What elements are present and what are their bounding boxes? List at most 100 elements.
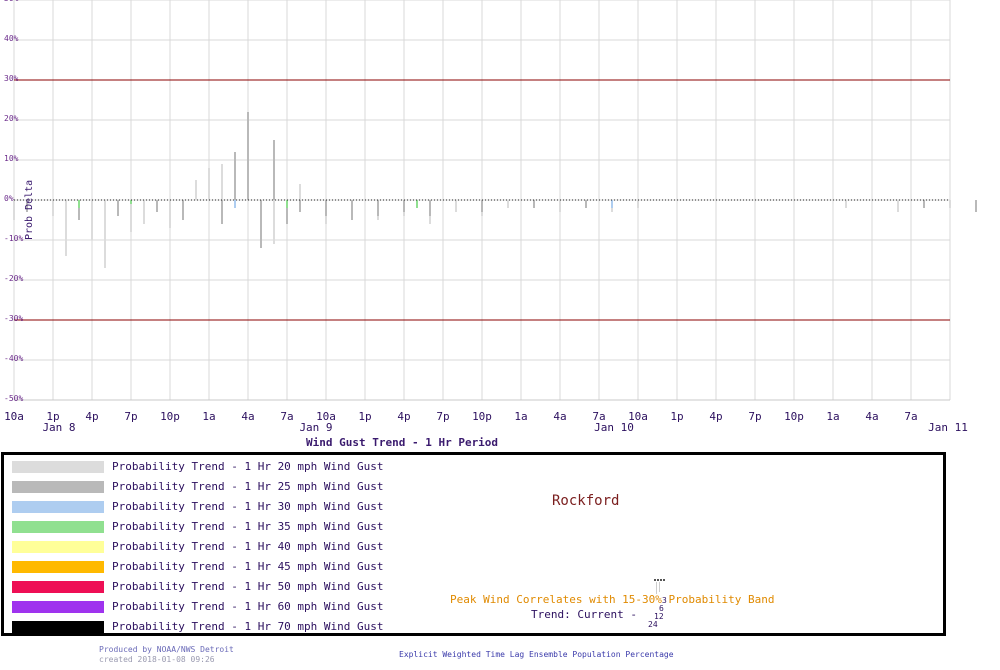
created-timestamp: created 2018-01-08 09:26 [99, 655, 215, 664]
bar [247, 112, 249, 200]
bar [65, 200, 67, 256]
bar [104, 200, 106, 268]
bar [182, 200, 184, 220]
wind-gust-trend-chart: 50% 40% 30% 20% 10% 0% -10% -20% -30% -40% -50% 10… [4, 0, 977, 449]
x-tick-label: 4p [709, 410, 722, 423]
x-tick-label: 10p [472, 410, 492, 423]
legend-label: Probability Trend - 1 Hr 50 mph Wind Gus… [112, 580, 384, 593]
peak-wind-note: Peak Wind Correlates with 15-30% Probabi… [450, 593, 775, 606]
trend-current-label: Trend: Current - [531, 608, 637, 621]
bar [897, 200, 899, 212]
bar [923, 200, 925, 208]
bar [52, 200, 54, 216]
bar [351, 200, 353, 220]
bar [507, 200, 509, 208]
bar [260, 200, 262, 248]
legend-swatch [12, 541, 104, 553]
produced-by-text: Produced by NOAA/NWS Detroit [99, 645, 234, 654]
y-tick-label: -50% [4, 394, 23, 403]
bar [637, 200, 639, 208]
x-tick-label: 10p [160, 410, 180, 423]
y-tick-label: 50% [4, 0, 19, 3]
x-tick-label: 1p [670, 410, 683, 423]
x-tick-label: 4p [85, 410, 98, 423]
y-tick-label: -20% [4, 274, 23, 283]
legend-swatch [12, 501, 104, 513]
bar [299, 184, 301, 200]
y-tick-label: 40% [4, 34, 19, 43]
legend-label: Probability Trend - 1 Hr 25 mph Wind Gus… [112, 480, 384, 493]
bar [221, 200, 223, 224]
method-caption: Explicit Weighted Time Lag Ensemble Popu… [399, 650, 674, 659]
trend-24hr-label: 24 [648, 620, 658, 629]
bar [559, 200, 561, 212]
trend-12hr-label: 12 [654, 612, 664, 621]
legend-panel: Probability Trend - 1 Hr 20 mph Wind Gus… [1, 452, 946, 636]
bar [273, 200, 275, 244]
legend-swatch [12, 621, 104, 633]
bar [845, 200, 847, 208]
bar [299, 200, 301, 212]
bar [169, 200, 171, 228]
bar [611, 200, 613, 208]
bar [286, 200, 288, 208]
bar [78, 200, 80, 208]
bar [975, 200, 977, 212]
x-tick-label: 1a [202, 410, 215, 423]
legend-label: Probability Trend - 1 Hr 35 mph Wind Gus… [112, 520, 384, 533]
legend-swatch [12, 581, 104, 593]
bar [91, 200, 93, 240]
x-axis-tick-labels: 10a 1p 4p 7p 10p 1a 4a 7a 10a 1p 4p 7p 10p 1a 4a 7a 10a 1… [4, 410, 918, 423]
x-tick-label: 10a [4, 410, 24, 423]
y-tick-label: 30% [4, 74, 19, 83]
bar [416, 200, 418, 208]
day-label: Jan 10 [594, 421, 634, 434]
bar [377, 200, 379, 216]
trend-glyph-bars [654, 579, 665, 594]
legend-swatch [12, 601, 104, 613]
x-tick-label: 10p [784, 410, 804, 423]
legend-label: Probability Trend - 1 Hr 40 mph Wind Gus… [112, 540, 384, 553]
y-axis-tick-labels: 50% 40% 30% 20% 10% 0% -10% -20% -30% -40% -50% [4, 0, 23, 403]
chart-bars [13, 112, 977, 268]
bar [273, 140, 275, 200]
bar [481, 200, 483, 212]
x-tick-label: 7p [748, 410, 761, 423]
station-name: Rockford [552, 493, 620, 509]
day-label: Jan 8 [42, 421, 75, 434]
x-tick-label: 1a [514, 410, 527, 423]
bar [195, 180, 197, 200]
legend-label: Probability Trend - 1 Hr 20 mph Wind Gus… [112, 460, 384, 473]
x-tick-label: 7a [904, 410, 917, 423]
x-tick-label: 7p [124, 410, 137, 423]
x-tick-label: 4p [397, 410, 410, 423]
y-tick-label: -30% [4, 314, 23, 323]
bar [585, 200, 587, 208]
x-tick-label: 7a [280, 410, 293, 423]
chart-title: Wind Gust Trend - 1 Hr Period [306, 436, 498, 449]
x-tick-label: 4a [553, 410, 566, 423]
y-tick-label: 20% [4, 114, 19, 123]
bar [234, 152, 236, 200]
y-tick-label: 0% [4, 194, 14, 203]
bar [234, 200, 236, 208]
day-label: Jan 11 [928, 421, 968, 434]
x-tick-label: 1p [358, 410, 371, 423]
y-tick-label: -40% [4, 354, 23, 363]
x-tick-label: 4a [241, 410, 254, 423]
legend-label: Probability Trend - 1 Hr 30 mph Wind Gus… [112, 500, 384, 513]
x-tick-label: 4a [865, 410, 878, 423]
x-tick-label: 7a [592, 410, 605, 423]
y-axis-label: Prob Delta [24, 180, 35, 240]
day-label: Jan 9 [299, 421, 332, 434]
x-tick-label: 1p [46, 410, 59, 423]
bar [130, 200, 132, 232]
day-labels: Jan 8 Jan 9 Jan 10 Jan 11 [42, 421, 967, 434]
legend-label: Probability Trend - 1 Hr 45 mph Wind Gus… [112, 560, 384, 573]
bar [533, 200, 535, 208]
bar [78, 200, 80, 220]
legend-swatch [12, 561, 104, 573]
bar [143, 200, 145, 224]
trend-6hr-label: 6 [659, 604, 664, 613]
y-tick-label: 10% [4, 154, 19, 163]
